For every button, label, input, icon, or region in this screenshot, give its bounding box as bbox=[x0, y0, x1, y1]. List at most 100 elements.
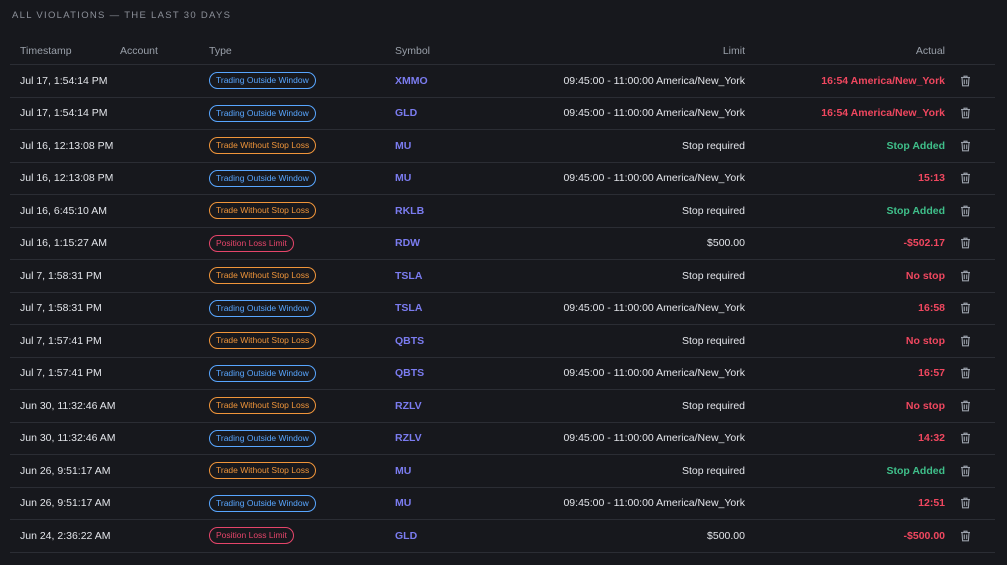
table-row[interactable]: Jun 26, 9:51:17 AM Trading Outside Window… bbox=[10, 488, 995, 520]
delete-button[interactable] bbox=[945, 367, 985, 379]
actual-cell: 15:13 bbox=[918, 172, 945, 185]
table-row[interactable]: Jul 17, 1:54:14 PM Trading Outside Window… bbox=[10, 98, 995, 130]
actual-cell: Stop Added bbox=[886, 204, 945, 217]
section-title: ALL VIOLATIONS — THE LAST 30 DAYS bbox=[12, 10, 232, 21]
limit-cell: 09:45:00 - 11:00:00 America/New_York bbox=[563, 172, 745, 185]
symbol-link[interactable]: MU bbox=[395, 172, 412, 185]
delete-button[interactable] bbox=[945, 302, 985, 314]
type-badge: Trading Outside Window bbox=[209, 299, 316, 317]
table-row[interactable]: Jul 7, 1:58:31 PM Trading Outside Window T… bbox=[10, 293, 995, 325]
table-row[interactable]: Jun 26, 9:51:17 AM Trade Without Stop Los… bbox=[10, 455, 995, 488]
table-row[interactable]: Jun 24, 2:36:22 AM Position Loss Limit GLD… bbox=[10, 520, 995, 553]
symbol-link[interactable]: XMMO bbox=[395, 74, 428, 87]
delete-button[interactable] bbox=[945, 107, 985, 119]
actual-cell: -$500.00 bbox=[903, 529, 945, 542]
timestamp-cell: Jul 7, 1:58:31 PM bbox=[20, 269, 102, 282]
table-row[interactable]: Jun 30, 11:32:46 AM Trading Outside Windo… bbox=[10, 423, 995, 455]
actual-cell: 14:32 bbox=[918, 432, 945, 445]
type-cell: Trading Outside Window bbox=[209, 494, 395, 512]
delete-button[interactable] bbox=[945, 400, 985, 412]
symbol-link[interactable]: RKLB bbox=[395, 204, 425, 217]
type-badge: Trading Outside Window bbox=[209, 169, 316, 187]
delete-button[interactable] bbox=[945, 335, 985, 347]
symbol-link[interactable]: RZLV bbox=[395, 399, 422, 412]
type-badge: Trade Without Stop Loss bbox=[209, 332, 317, 350]
type-cell: Trading Outside Window bbox=[209, 429, 395, 447]
actual-cell: 16:57 bbox=[918, 367, 945, 380]
type-cell: Trade Without Stop Loss bbox=[209, 267, 395, 285]
timestamp-cell: Jun 24, 2:36:22 AM bbox=[20, 529, 111, 542]
symbol-link[interactable]: GLD bbox=[395, 107, 418, 120]
table-row[interactable]: Jul 16, 12:13:08 PM Trading Outside Windo… bbox=[10, 163, 995, 195]
table-row[interactable]: Jul 16, 1:15:27 AM Position Loss Limit RDW… bbox=[10, 228, 995, 260]
actual-cell: 16:54 America/New_York bbox=[821, 74, 945, 87]
limit-cell: Stop required bbox=[681, 464, 745, 477]
column-header-account[interactable]: Account bbox=[120, 45, 158, 57]
limit-cell: 09:45:00 - 11:00:00 America/New_York bbox=[563, 107, 745, 120]
type-badge: Trade Without Stop Loss bbox=[209, 202, 317, 220]
symbol-link[interactable]: GLD bbox=[395, 529, 418, 542]
actual-cell: No stop bbox=[905, 334, 945, 347]
type-cell: Position Loss Limit bbox=[209, 234, 395, 252]
actual-cell: 16:54 America/New_York bbox=[821, 107, 945, 120]
delete-button[interactable] bbox=[945, 75, 985, 87]
column-header-timestamp[interactable]: Timestamp bbox=[20, 45, 72, 57]
timestamp-cell: Jun 30, 11:32:46 AM bbox=[20, 432, 116, 445]
type-cell: Trade Without Stop Loss bbox=[209, 202, 395, 220]
type-cell: Trade Without Stop Loss bbox=[209, 332, 395, 350]
column-header-limit[interactable]: Limit bbox=[722, 45, 745, 57]
symbol-link[interactable]: MU bbox=[395, 139, 412, 152]
trash-icon bbox=[960, 140, 971, 152]
actual-cell: No stop bbox=[905, 399, 945, 412]
symbol-link[interactable]: RDW bbox=[395, 237, 421, 250]
type-badge: Trading Outside Window bbox=[209, 429, 316, 447]
delete-button[interactable] bbox=[945, 432, 985, 444]
actual-cell: Stop Added bbox=[886, 139, 945, 152]
column-header-symbol[interactable]: Symbol bbox=[395, 45, 431, 57]
table-row[interactable]: Jul 17, 1:54:14 PM Trading Outside Window… bbox=[10, 65, 995, 98]
table-row[interactable]: Jun 30, 11:32:46 AM Trade Without Stop Lo… bbox=[10, 390, 995, 423]
limit-cell: Stop required bbox=[681, 204, 745, 217]
table-row[interactable]: Jul 7, 1:57:41 PM Trading Outside Window Q… bbox=[10, 358, 995, 390]
symbol-link[interactable]: RZLV bbox=[395, 432, 422, 445]
limit-cell: Stop required bbox=[681, 269, 745, 282]
limit-cell: 09:45:00 - 11:00:00 America/New_York bbox=[563, 367, 745, 380]
timestamp-cell: Jun 30, 11:32:46 AM bbox=[20, 399, 116, 412]
trash-icon bbox=[960, 205, 971, 217]
delete-button[interactable] bbox=[945, 237, 985, 249]
delete-button[interactable] bbox=[945, 205, 985, 217]
limit-cell: $500.00 bbox=[707, 529, 745, 542]
timestamp-cell: Jul 16, 12:13:08 PM bbox=[20, 139, 114, 152]
symbol-link[interactable]: MU bbox=[395, 464, 412, 477]
timestamp-cell: Jul 7, 1:57:41 PM bbox=[20, 367, 102, 380]
type-badge: Trading Outside Window bbox=[209, 104, 316, 122]
symbol-link[interactable]: QBTS bbox=[395, 367, 425, 380]
symbol-link[interactable]: TSLA bbox=[395, 269, 423, 282]
type-cell: Trade Without Stop Loss bbox=[209, 137, 395, 155]
delete-button[interactable] bbox=[945, 270, 985, 282]
delete-button[interactable] bbox=[945, 465, 985, 477]
column-header-actual[interactable]: Actual bbox=[915, 45, 945, 57]
trash-icon bbox=[960, 335, 971, 347]
table-row[interactable]: Jul 16, 12:13:08 PM Trade Without Stop Lo… bbox=[10, 130, 995, 163]
timestamp-cell: Jul 17, 1:54:14 PM bbox=[20, 107, 108, 120]
symbol-link[interactable]: TSLA bbox=[395, 302, 423, 315]
table-row[interactable]: Jul 7, 1:58:31 PM Trade Without Stop Loss… bbox=[10, 260, 995, 293]
delete-button[interactable] bbox=[945, 497, 985, 509]
timestamp-cell: Jul 7, 1:57:41 PM bbox=[20, 334, 102, 347]
symbol-link[interactable]: QBTS bbox=[395, 334, 425, 347]
timestamp-cell: Jun 26, 9:51:17 AM bbox=[20, 464, 111, 477]
symbol-link[interactable]: MU bbox=[395, 497, 412, 510]
trash-icon bbox=[960, 367, 971, 379]
delete-button[interactable] bbox=[945, 172, 985, 184]
delete-button[interactable] bbox=[945, 530, 985, 542]
table-row[interactable]: Jul 16, 6:45:10 AM Trade Without Stop Los… bbox=[10, 195, 995, 228]
timestamp-cell: Jun 26, 9:51:17 AM bbox=[20, 497, 111, 510]
table-body: Jul 17, 1:54:14 PM Trading Outside Window… bbox=[10, 65, 995, 553]
trash-icon bbox=[960, 75, 971, 87]
timestamp-cell: Jul 16, 1:15:27 AM bbox=[20, 237, 107, 250]
delete-button[interactable] bbox=[945, 140, 985, 152]
table-row[interactable]: Jul 7, 1:57:41 PM Trade Without Stop Loss… bbox=[10, 325, 995, 358]
actual-cell: -$502.17 bbox=[903, 237, 945, 250]
column-header-type[interactable]: Type bbox=[209, 45, 232, 57]
